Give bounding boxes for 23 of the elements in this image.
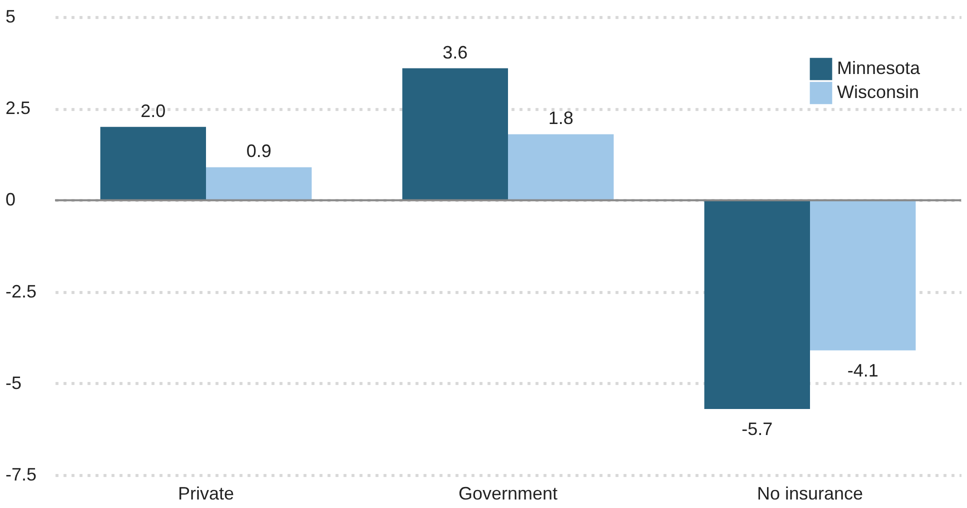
- bar: [100, 126, 206, 200]
- y-tick-label: 0: [6, 190, 16, 210]
- bar: [402, 68, 508, 200]
- data-label: 2.0: [140, 100, 166, 121]
- legend-label: Wisconsin: [837, 82, 920, 102]
- y-tick-label: -5: [6, 372, 22, 393]
- bar: [206, 167, 312, 200]
- bar: [810, 200, 916, 350]
- legend-label: Minnesota: [837, 58, 922, 78]
- data-label: -5.7: [742, 419, 773, 440]
- x-tick-label: No insurance: [756, 484, 864, 504]
- y-tick-label: -2.5: [6, 281, 37, 302]
- data-label: 0.9: [246, 141, 272, 162]
- y-tick-label: 5: [6, 6, 16, 26]
- y-tick-label: -7.5: [6, 464, 37, 484]
- x-tick-label: Government: [458, 484, 558, 504]
- data-label: -4.1: [847, 360, 878, 380]
- x-tick-label: Private: [178, 484, 234, 504]
- data-label: 3.6: [442, 42, 468, 62]
- y-tick-label: 2.5: [6, 98, 31, 118]
- data-label: 1.8: [548, 108, 574, 128]
- bar: [704, 200, 810, 410]
- bar: [508, 134, 614, 200]
